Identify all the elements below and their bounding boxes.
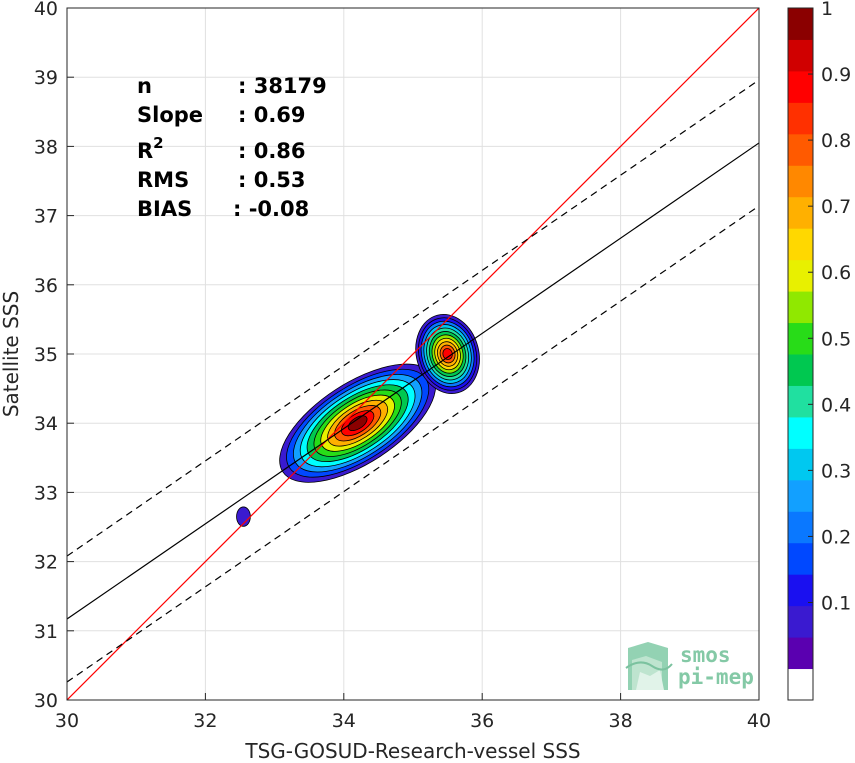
- x-tick-label: 32: [193, 710, 217, 732]
- lower-bound-line: [67, 205, 759, 683]
- colorbar-segment: [788, 637, 813, 670]
- y-tick-label: 38: [34, 136, 58, 158]
- colorbar-segment: [788, 479, 813, 512]
- colorbar-segment: [788, 196, 813, 229]
- y-tick-label: 32: [34, 552, 58, 574]
- x-tick-label: 34: [332, 710, 356, 732]
- colorbar: 0.1 0.2 0.3 0.4 0.5 0.6 0.7 0.8 0.9 1: [787, 0, 851, 701]
- colorbar-segment: [788, 70, 813, 103]
- y-tick-label: 36: [34, 275, 58, 297]
- colorbar-segment: [788, 133, 813, 166]
- y-tick-label: 33: [34, 482, 58, 504]
- colorbar-segment: [788, 354, 813, 386]
- colorbar-tick-label: 0.5: [821, 328, 851, 350]
- statistics-box: n : 38179 Slope : 0.69 R2 : 0.86 RMS : 0.53 BIAS…: [137, 74, 327, 221]
- y-tick-label: 35: [34, 344, 58, 366]
- stat-label: n: [137, 74, 152, 98]
- x-axis-label: TSG-GOSUD-Research-vessel SSS: [244, 739, 580, 763]
- colorbar-segment: [788, 291, 813, 324]
- y-tick-label: 30: [34, 690, 58, 712]
- stat-label: BIAS: [137, 197, 192, 221]
- colorbar-tick-label: 1: [821, 0, 833, 20]
- stat-label: R2: [137, 134, 164, 163]
- colorbar-segment: [788, 605, 813, 638]
- stat-label: RMS: [137, 168, 189, 192]
- colorbar-segment: [788, 228, 813, 261]
- logo-graphic-icon: [625, 642, 673, 690]
- colorbar-tick-label: 0.8: [821, 130, 851, 152]
- colorbar-tick-label: 0.3: [821, 460, 851, 482]
- stat-value: : 0.86: [238, 139, 306, 163]
- colorbar-segment: [788, 259, 813, 292]
- colorbar-segment: [788, 165, 813, 198]
- colorbar-segment: [788, 102, 813, 135]
- colorbar-tick-label: 0.9: [821, 64, 851, 86]
- colorbar-tick-label: 0.2: [821, 526, 851, 548]
- stat-label-text: n: [137, 74, 152, 98]
- colorbar-segment: [788, 385, 813, 418]
- smos-pimep-logo: smos pi-mep: [625, 642, 754, 690]
- colorbar-segment: [788, 39, 813, 72]
- regression-line: [67, 142, 759, 620]
- stat-value: : -0.08: [233, 197, 309, 221]
- identity-line: [67, 8, 759, 700]
- reference-lines: [67, 8, 759, 700]
- colorbar-segment: [788, 416, 813, 449]
- x-tick-label: 30: [55, 710, 79, 732]
- colorbar-tick-label: 0.7: [821, 196, 851, 218]
- stat-label-text: R: [137, 139, 153, 163]
- y-tick-label: 40: [34, 0, 58, 20]
- stat-value: : 0.69: [238, 103, 306, 127]
- x-tick-label: 40: [747, 710, 771, 732]
- secondary-density-contour: [442, 348, 453, 360]
- colorbar-segment: [788, 542, 813, 575]
- colorbar-frame: [787, 7, 814, 701]
- stat-superscript: 2: [153, 134, 163, 152]
- logo-text-line1: smos: [680, 643, 731, 667]
- stat-value: : 38179: [238, 74, 327, 98]
- colorbar-tick-label: 0.1: [821, 592, 851, 614]
- colorbar-segment: [788, 8, 813, 40]
- colorbar-tick-label: 0.6: [821, 262, 851, 284]
- colorbar-tick-label: 0.4: [821, 394, 851, 416]
- x-tick-label: 36: [470, 710, 494, 732]
- axis-ticks: 30 32 34 36 38 40 30 31 32 33 34 35 36 37 38 39 40: [34, 0, 771, 732]
- colorbar-segment: [788, 668, 813, 701]
- stat-label-text: Slope: [137, 103, 203, 127]
- stat-label: Slope: [137, 103, 203, 127]
- y-tick-label: 31: [34, 621, 58, 643]
- stat-label-text: BIAS: [137, 197, 192, 221]
- x-tick-label: 38: [609, 710, 633, 732]
- main-density-contour: [347, 415, 368, 432]
- colorbar-segment: [788, 574, 813, 607]
- y-tick-label: 39: [34, 67, 58, 89]
- colorbar-segment: [788, 448, 813, 481]
- colorbar-segment: [788, 511, 813, 544]
- stat-value: : 0.53: [238, 168, 306, 192]
- upper-bound-line: [67, 79, 759, 557]
- stat-label-text: RMS: [137, 168, 189, 192]
- density-contours: [236, 314, 480, 527]
- y-tick-label: 34: [34, 413, 58, 435]
- logo-text-line2: pi-mep: [678, 665, 754, 689]
- y-tick-label: 37: [34, 206, 58, 228]
- y-axis-label: Satellite SSS: [0, 291, 23, 417]
